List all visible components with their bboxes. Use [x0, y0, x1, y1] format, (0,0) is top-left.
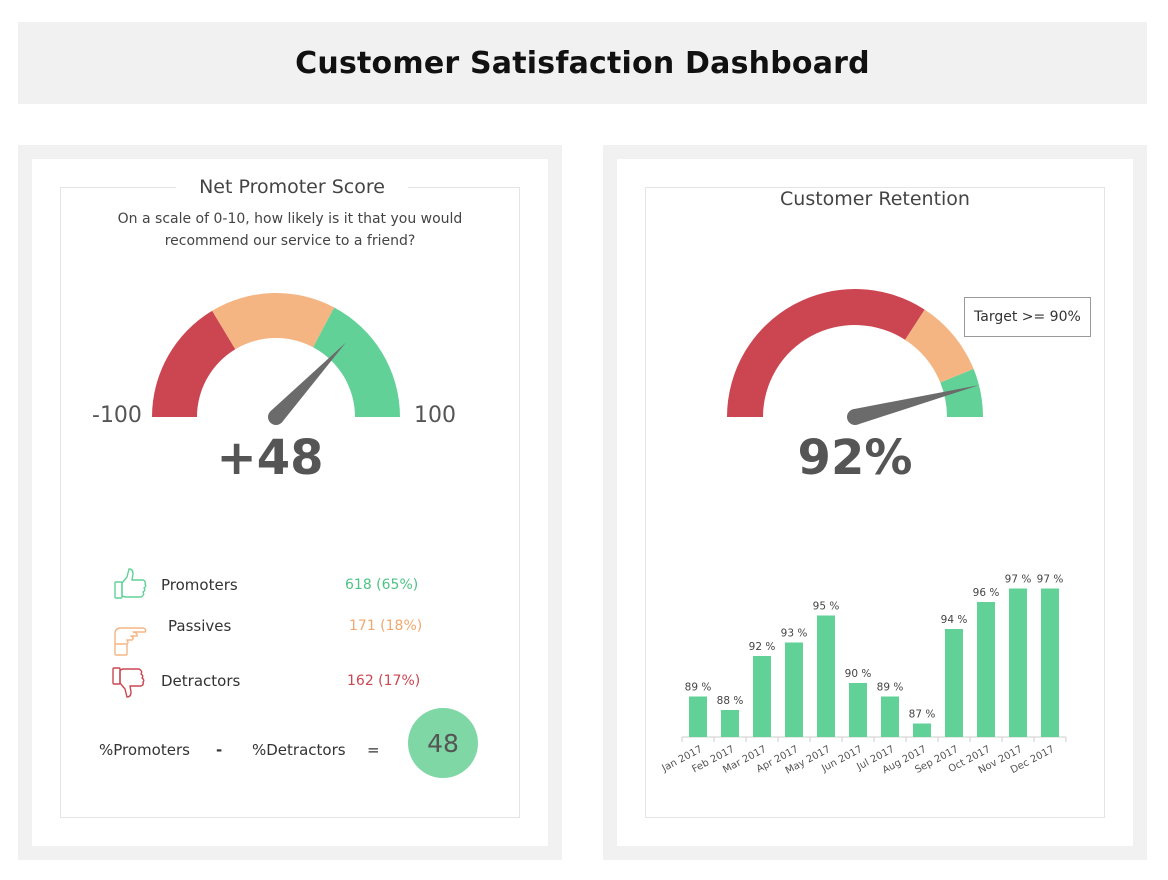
bar-nov-2017 [1009, 588, 1027, 737]
bar-aug-2017 [913, 723, 931, 737]
bar-data-label: 96 % [973, 587, 1000, 599]
nps-gauge-detractor-segment [152, 310, 236, 417]
formula-promoters: %Promoters [99, 741, 190, 759]
thumbs-down-icon [112, 667, 145, 698]
retention-gauge [727, 289, 983, 425]
bar-oct-2017 [977, 602, 995, 737]
retention-gauge-hub [847, 409, 863, 425]
bar-mar-2017 [753, 656, 771, 737]
bar-feb-2017 [721, 710, 739, 737]
nps-result-badge: 48 [408, 708, 478, 778]
bar-data-label: 94 % [941, 614, 968, 626]
bar-may-2017 [817, 615, 835, 737]
bar-dec-2017 [1041, 588, 1059, 737]
retention-value: 92% [797, 430, 913, 486]
retention-panel-frame [645, 187, 1105, 818]
nps-gauge-hub [268, 409, 284, 425]
bar-sep-2017 [945, 629, 963, 737]
bar-data-label: 97 % [1037, 574, 1064, 586]
thumb-sideways-icon [114, 627, 147, 656]
formula-minus: - [216, 741, 223, 759]
bar-jun-2017 [849, 683, 867, 737]
thumbs-up-icon [114, 568, 147, 599]
legend-detractors-value: 162 (17%) [347, 673, 421, 689]
bar-data-label: 95 % [813, 601, 840, 613]
nps-gauge-needle [270, 342, 346, 423]
bar-data-label: 88 % [717, 695, 744, 707]
dashboard-header: Customer Satisfaction Dashboard [18, 22, 1147, 104]
nps-title: Net Promoter Score [176, 176, 408, 200]
retention-title: Customer Retention [757, 188, 993, 214]
retention-gauge-red-segment [727, 289, 925, 417]
bar-data-label: 97 % [1005, 574, 1032, 586]
legend-promoters-value: 618 (65%) [345, 577, 419, 593]
nps-score: +48 [216, 430, 324, 486]
bar-data-label: 87 % [909, 709, 936, 721]
legend-detractors-label: Detractors [161, 672, 241, 690]
formula-detractors: %Detractors [252, 741, 346, 759]
bar-data-label: 90 % [845, 668, 872, 680]
dashboard-title: Customer Satisfaction Dashboard [295, 45, 870, 81]
nps-question: On a scale of 0-10, how likely is it tha… [117, 211, 463, 249]
nps-gauge-passive-segment [212, 293, 335, 350]
bar-data-label: 92 % [749, 641, 776, 653]
bar-apr-2017 [785, 642, 803, 737]
bar-data-label: 89 % [685, 682, 712, 694]
bar-jul-2017 [881, 696, 899, 737]
legend-passives-value: 171 (18%) [349, 618, 423, 634]
retention-target-box: Target >= 90% [964, 297, 1091, 337]
legend-promoters-label: Promoters [161, 576, 238, 594]
nps-max-label: 100 [414, 403, 456, 428]
retention-gauge-needle [853, 385, 979, 425]
bar-jan-2017 [689, 696, 707, 737]
nps-panel [18, 145, 562, 860]
retention-gauge-green-segment [940, 369, 983, 417]
bar-data-label: 93 % [781, 628, 808, 640]
bar-data-label: 89 % [877, 682, 904, 694]
nps-gauge-promoter-segment [313, 307, 400, 417]
nps-min-label: -100 [92, 403, 142, 428]
nps-gauge [152, 293, 400, 425]
formula-equals: = [367, 741, 380, 759]
legend-passives-label: Passives [168, 617, 232, 635]
retention-gauge-orange-segment [905, 309, 974, 383]
